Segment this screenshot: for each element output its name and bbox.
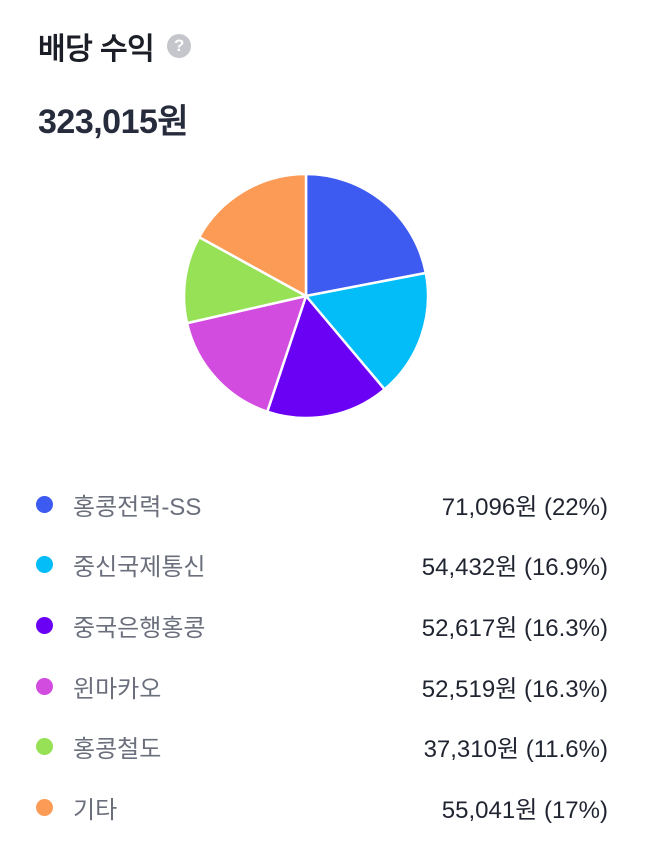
legend-item[interactable]: 윈마카오 52,519원 (16.3%)	[36, 656, 608, 717]
section-title: 배당 수익	[38, 33, 155, 66]
legend-color-dot	[36, 798, 53, 816]
legend-color-dot	[36, 677, 53, 695]
legend-color-dot	[36, 495, 53, 513]
help-icon[interactable]: ?	[167, 34, 192, 58]
legend-value: 71,096원 (22%)	[442, 487, 608, 522]
pie-slice-0[interactable]	[304, 172, 428, 298]
legend-value: 52,617원 (16.3%)	[422, 608, 608, 643]
legend-percent: (16.9%)	[523, 554, 608, 582]
dividend-pie-chart	[182, 172, 430, 420]
legend-color-dot	[36, 616, 53, 634]
legend-item[interactable]: 중국은행홍콩 52,617원 (16.3%)	[36, 595, 608, 656]
legend-stock-name: 중신국제통신	[73, 554, 206, 582]
legend-value: 55,041원 (17%)	[442, 790, 608, 825]
legend-stock-name: 중국은행홍콩	[73, 614, 206, 642]
legend-item[interactable]: 홍콩전력-SS 71,096원 (22%)	[36, 474, 608, 535]
legend-stock-name: 홍콩철도	[73, 736, 162, 764]
legend-amount: 52,519원	[421, 675, 518, 703]
legend-amount: 54,432원	[421, 554, 518, 582]
section-header: 배당 수익 ?	[38, 24, 192, 68]
legend-percent: (17%)	[543, 796, 608, 824]
legend-color-dot	[36, 556, 53, 574]
legend-value: 54,432원 (16.9%)	[422, 547, 608, 582]
legend-stock-name: 기타	[73, 796, 118, 824]
chart-legend: 홍콩전력-SS 71,096원 (22%) 중신국제통신 54,432원 (16.9%…	[36, 474, 608, 838]
legend-color-dot	[36, 738, 53, 756]
legend-item[interactable]: 중신국제통신 54,432원 (16.9%)	[36, 535, 608, 596]
legend-amount: 37,310원	[423, 736, 520, 764]
legend-item[interactable]: 홍콩철도 37,310원 (11.6%)	[36, 716, 608, 777]
legend-value: 52,519원 (16.3%)	[422, 669, 608, 704]
legend-item[interactable]: 기타 55,041원 (17%)	[36, 777, 608, 838]
legend-amount: 55,041원	[441, 796, 538, 824]
pie-slice-4[interactable]	[182, 235, 308, 325]
legend-value: 37,310원 (11.6%)	[424, 729, 608, 764]
legend-percent: (16.3%)	[523, 614, 608, 642]
legend-percent: (11.6%)	[525, 736, 608, 764]
legend-percent: (22%)	[543, 493, 608, 521]
pie-slice-1[interactable]	[304, 271, 430, 391]
legend-percent: (16.3%)	[523, 675, 608, 703]
legend-stock-name: 홍콩전력-SS	[73, 493, 202, 521]
legend-amount: 52,617원	[421, 614, 518, 642]
legend-amount: 71,096원	[441, 493, 538, 521]
legend-stock-name: 윈마카오	[73, 675, 162, 703]
pie-slice-3[interactable]	[185, 294, 308, 413]
total-dividend-amount: 323,015원	[38, 103, 189, 141]
pie-slice-5[interactable]	[197, 172, 308, 298]
